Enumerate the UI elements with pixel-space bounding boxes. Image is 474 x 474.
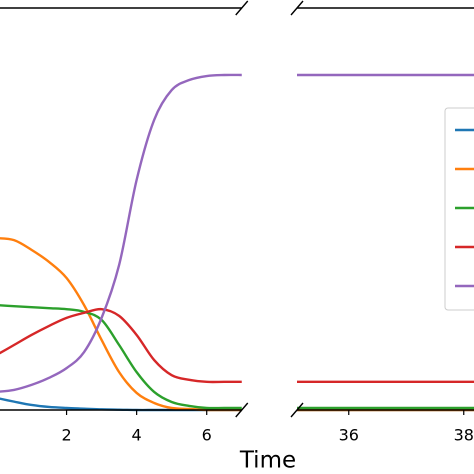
x-tick-label: 2	[61, 426, 71, 445]
series-line	[0, 304, 242, 410]
series-line	[0, 307, 242, 384]
x-tick-label: 4	[132, 426, 142, 445]
x-tick-label: 36	[339, 426, 359, 445]
x-tick-label: 38	[454, 426, 474, 445]
axis-break	[290, 402, 304, 418]
axis-break	[235, 402, 249, 418]
series-line	[0, 73, 242, 393]
x-tick-label: 6	[202, 426, 212, 445]
x-axis-label: Time	[239, 448, 296, 474]
axis-break	[290, 0, 304, 16]
axis-break	[235, 0, 249, 16]
